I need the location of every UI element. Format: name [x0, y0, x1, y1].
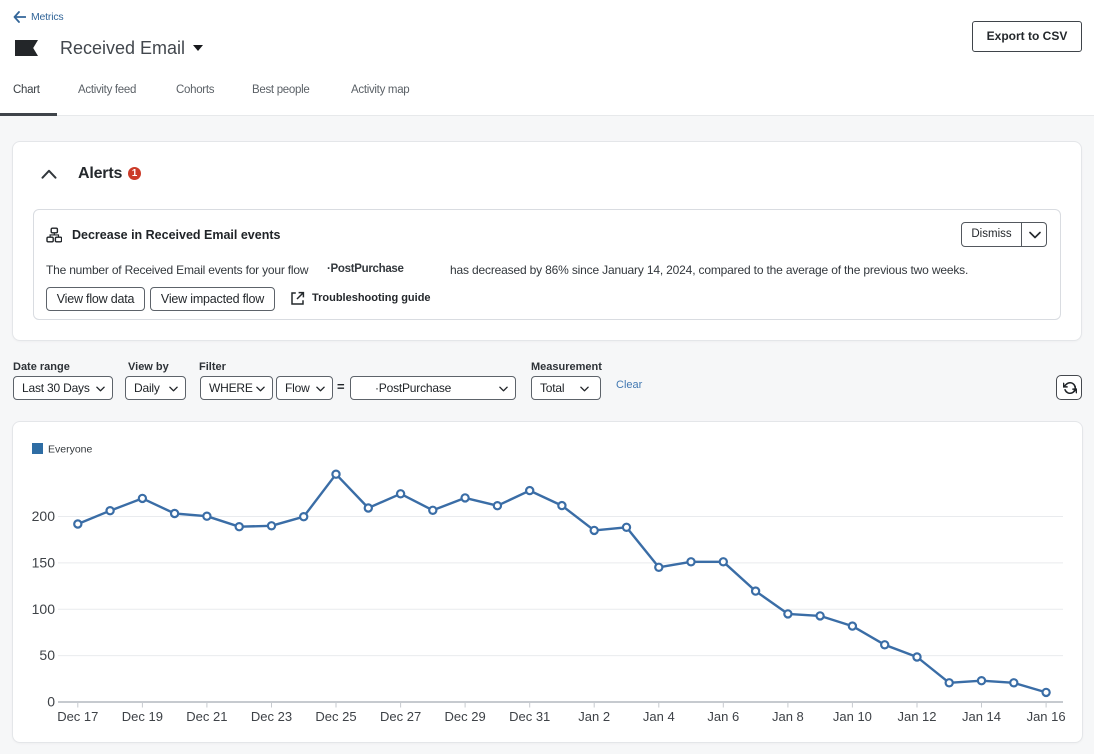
- svg-text:Jan 10: Jan 10: [833, 709, 872, 724]
- svg-text:Dec 29: Dec 29: [444, 709, 485, 724]
- svg-text:150: 150: [32, 554, 56, 570]
- svg-text:100: 100: [32, 601, 56, 617]
- svg-text:Jan 4: Jan 4: [643, 709, 675, 724]
- svg-text:Jan 16: Jan 16: [1027, 709, 1066, 724]
- svg-text:Jan 2: Jan 2: [578, 709, 610, 724]
- svg-text:Dec 21: Dec 21: [186, 709, 227, 724]
- svg-text:Everyone: Everyone: [48, 444, 93, 456]
- svg-text:0: 0: [47, 694, 55, 710]
- svg-text:Dec 23: Dec 23: [251, 709, 292, 724]
- svg-text:Jan 14: Jan 14: [962, 709, 1001, 724]
- svg-text:50: 50: [39, 647, 55, 663]
- svg-text:Dec 31: Dec 31: [509, 709, 550, 724]
- svg-text:Jan 8: Jan 8: [772, 709, 804, 724]
- svg-text:Jan 6: Jan 6: [707, 709, 739, 724]
- svg-text:Dec 17: Dec 17: [57, 709, 98, 724]
- svg-text:200: 200: [32, 508, 56, 524]
- svg-text:Dec 25: Dec 25: [315, 709, 356, 724]
- svg-text:Jan 12: Jan 12: [897, 709, 936, 724]
- svg-text:Dec 27: Dec 27: [380, 709, 421, 724]
- svg-text:Dec 19: Dec 19: [122, 709, 163, 724]
